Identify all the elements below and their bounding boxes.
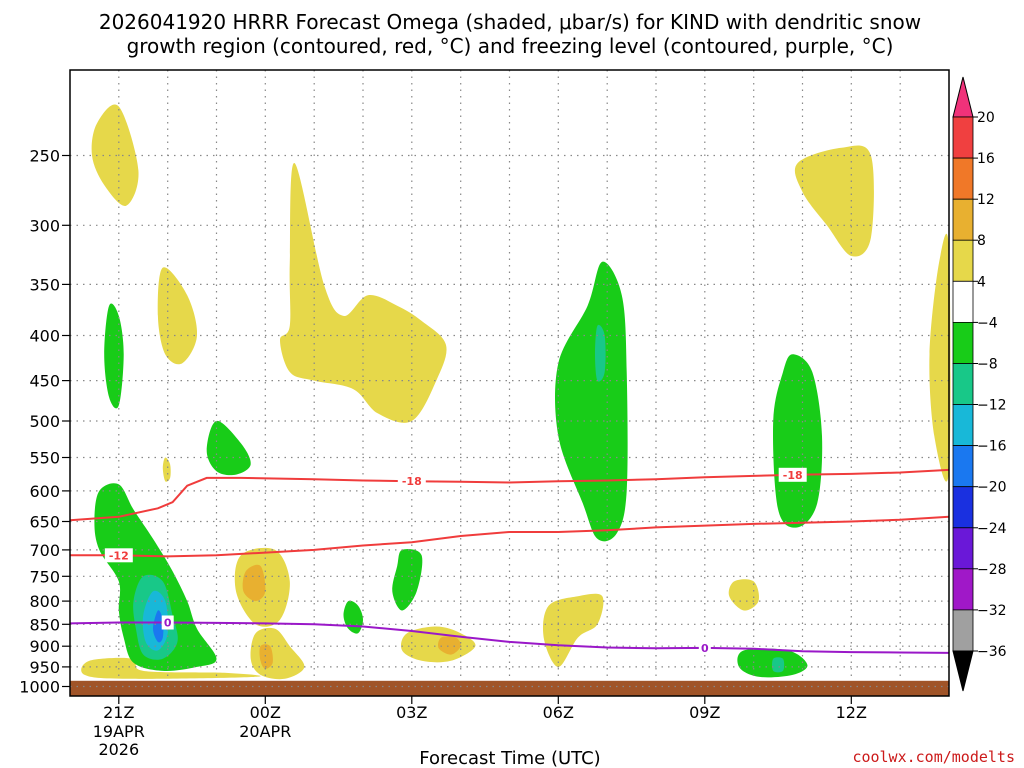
colorbar-bin-4 <box>952 280 974 323</box>
y-tick-label-750: 750 <box>29 567 60 586</box>
plot-area: -18 -18 -12 0 0 <box>69 69 951 697</box>
contour-lines: -18 -18 -12 0 0 <box>69 467 950 655</box>
x-tick-label-12Z: 12Z <box>836 703 867 722</box>
contour-label-bg-dgz-minus18-0 <box>397 474 426 489</box>
contour-label-freezing-level-1: 0 <box>701 642 709 655</box>
y-tick-label-500: 500 <box>29 412 60 431</box>
omega-region-18 <box>773 354 823 528</box>
colorbar-label-20: 20 <box>977 110 995 126</box>
x-axis-title: Forecast Time (UTC) <box>419 748 600 768</box>
colorbar-label-16: 16 <box>977 151 995 167</box>
plot-frame <box>69 69 950 697</box>
omega-region-0 <box>91 104 139 206</box>
colorbar-bin-2 <box>952 198 974 241</box>
contour-label-freezing-level-0: 0 <box>164 617 172 630</box>
y-tick-label-400: 400 <box>29 327 60 346</box>
omega-region-6 <box>81 657 261 679</box>
x-tick-date-00Z: 20APR <box>239 722 291 741</box>
omega-region-22 <box>772 657 785 673</box>
colorbar-label--12: −12 <box>977 398 1007 414</box>
contour-freezing-level <box>69 621 950 654</box>
omega-region-27 <box>259 644 273 669</box>
contour-label-dgz-minus12-0: -12 <box>109 549 129 562</box>
colorbar-label-12: 12 <box>977 192 995 208</box>
colorbar-label--4: −4 <box>977 315 998 331</box>
ground-layer <box>70 680 949 696</box>
colorbar-label--24: −24 <box>977 521 1007 537</box>
omega-region-11 <box>929 233 951 482</box>
contour-label-bg-dgz-minus12-0 <box>104 548 133 563</box>
y-tick-label-550: 550 <box>29 449 60 468</box>
colorbar-bin-3 <box>952 239 974 282</box>
y-tick-label-350: 350 <box>29 275 60 294</box>
x-tick-label-00Z: 00Z <box>250 703 281 722</box>
y-tick-label-250: 250 <box>29 147 60 166</box>
colorbar-label--28: −28 <box>977 562 1007 578</box>
colorbar-bin-5 <box>952 321 974 364</box>
colorbar-bin-10 <box>952 527 974 570</box>
colorbar-bin-7 <box>952 404 974 446</box>
colorbar-label--20: −20 <box>977 480 1007 496</box>
y-tick-label-700: 700 <box>29 541 60 560</box>
y-tick-label-650: 650 <box>29 513 60 532</box>
y-axis-ticks: 250 300 350 400 450 500 550 600 650 700 750 800 850 9… <box>19 147 70 697</box>
omega-region-16 <box>392 548 423 611</box>
colorbar-bin-9 <box>952 486 974 529</box>
colorbar-bin-0 <box>952 116 974 159</box>
contour-dgz-minus12 <box>70 515 950 558</box>
omega-region-3 <box>162 457 171 482</box>
colorbar-label-8: 8 <box>977 233 986 249</box>
colorbar-label--8: −8 <box>977 357 998 373</box>
contour-label-bg-freezing-level-0 <box>161 615 174 630</box>
colorbar-bottom-arrow <box>952 650 974 692</box>
y-tick-label-600: 600 <box>29 482 60 501</box>
x-tick-year-21Z: 2026 <box>98 740 139 759</box>
colorbar-bin-6 <box>952 363 974 405</box>
credit-text: coolwx.com/modelts <box>852 748 1015 766</box>
contour-label-bg-dgz-minus18-1 <box>778 467 807 482</box>
x-tick-label-06Z: 06Z <box>543 703 574 722</box>
colorbar-bin-8 <box>952 445 974 488</box>
x-tick-label-21Z: 21Z <box>103 703 134 722</box>
colorbar-label--16: −16 <box>977 439 1007 455</box>
omega-region-17 <box>554 261 628 542</box>
chart-title-line-1: 2026041920 HRRR Forecast Omega (shaded, … <box>99 10 921 34</box>
colorbar-label-4: 4 <box>977 274 986 290</box>
colorbar-bin-12 <box>952 609 974 652</box>
y-tick-label-800: 800 <box>29 592 60 611</box>
colorbar: 20 16 12 8 4 −4 −8 −12 −16 −20 −24 −28 −32 −36 <box>952 76 1007 692</box>
y-tick-label-950: 950 <box>29 658 60 677</box>
y-tick-label-900: 900 <box>29 637 60 656</box>
omega-region-26 <box>437 636 461 655</box>
contour-label-dgz-minus18-1: -18 <box>783 469 803 482</box>
x-tick-date-21Z: 19APR <box>93 722 145 741</box>
colorbar-bin-1 <box>952 157 974 200</box>
colorbar-bin-11 <box>952 568 974 611</box>
colorbar-top-arrow <box>952 76 974 118</box>
omega-region-25 <box>242 564 266 602</box>
contour-label-dgz-minus18-0: -18 <box>402 475 422 488</box>
omega-region-24 <box>153 610 164 643</box>
y-tick-label-1000: 1000 <box>19 678 60 697</box>
contour-label-bg-freezing-level-1 <box>698 640 711 655</box>
y-tick-label-850: 850 <box>29 615 60 634</box>
omega-region-10 <box>728 579 760 611</box>
y-tick-label-450: 450 <box>29 372 60 391</box>
colorbar-label--36: −36 <box>977 644 1007 660</box>
omega-region-20 <box>595 324 606 382</box>
y-tick-label-300: 300 <box>29 216 60 235</box>
colorbar-label--32: −32 <box>977 603 1007 619</box>
omega-region-13 <box>206 420 251 476</box>
ground-fill <box>70 680 949 696</box>
chart-title-line-2: growth region (contoured, red, °C) and f… <box>127 34 894 58</box>
x-tick-label-03Z: 03Z <box>396 703 427 722</box>
omega-region-2 <box>280 162 447 423</box>
omega-region-9 <box>794 145 874 257</box>
x-tick-label-09Z: 09Z <box>689 703 720 722</box>
